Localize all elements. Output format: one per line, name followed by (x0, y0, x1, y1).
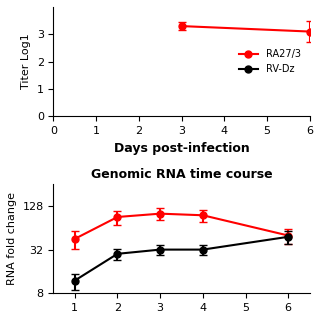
Legend: RA27/3, RV-Dz: RA27/3, RV-Dz (235, 45, 305, 78)
Y-axis label: Titer Log1: Titer Log1 (21, 34, 31, 90)
Title: Genomic RNA time course: Genomic RNA time course (91, 168, 272, 181)
Y-axis label: RNA fold change: RNA fold change (7, 192, 17, 285)
X-axis label: Days post-infection: Days post-infection (114, 141, 249, 155)
